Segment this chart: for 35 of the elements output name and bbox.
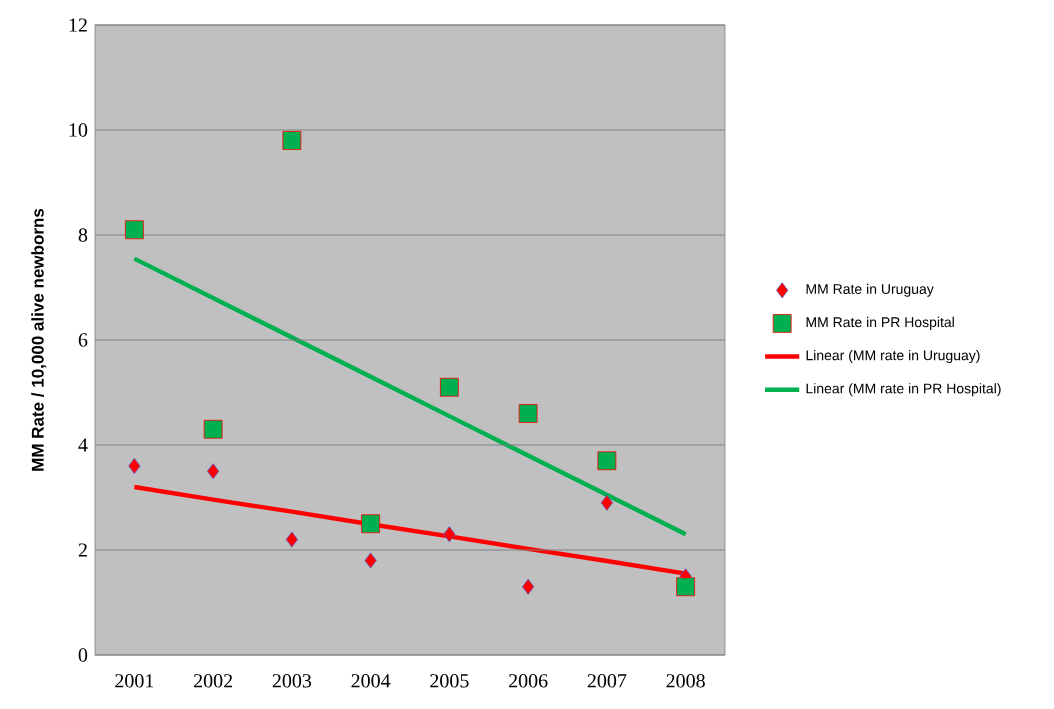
point: [522, 578, 535, 595]
point: [207, 463, 220, 480]
point: [285, 531, 298, 548]
y-axis-title: MM Rate / 10,000 alive newborns: [31, 208, 47, 471]
y-tick-label: 0: [78, 648, 88, 662]
x-tick-label: 2007: [587, 674, 627, 688]
point: [128, 458, 141, 474]
legend-label: Linear (MM rate in Uruguay): [806, 350, 980, 364]
point: [676, 577, 696, 597]
legend-label: MM Rate in PR Hospital: [806, 316, 954, 330]
y-tick-label: 8: [78, 228, 88, 242]
point: [361, 514, 381, 534]
point: [364, 552, 377, 569]
y-tick-label: 12: [69, 18, 87, 32]
point: [282, 131, 302, 150]
legend-label: Linear (MM rate in PR Hospital): [806, 383, 1001, 397]
x-tick-label: 2002: [194, 674, 233, 688]
point: [124, 220, 144, 240]
x-tick-label: 2001: [115, 674, 154, 688]
x-tick-label: 2008: [666, 674, 705, 688]
point: [439, 377, 459, 397]
x-tick-label: 2005: [430, 674, 469, 688]
point: [600, 494, 613, 511]
point: [443, 526, 456, 543]
x-tick-label: 2006: [509, 674, 548, 688]
y-tick-label: 4: [78, 438, 88, 452]
legend-label: MM Rate in Uruguay: [806, 283, 934, 297]
x-tick-label: 2003: [272, 674, 312, 688]
point: [518, 404, 538, 423]
point: [597, 451, 617, 471]
y-tick-label: 10: [69, 123, 88, 137]
x-tick-label: 2004: [351, 674, 391, 688]
y-tick-label: 2: [78, 543, 87, 557]
point: [203, 419, 223, 439]
y-tick-label: 6: [78, 333, 88, 347]
